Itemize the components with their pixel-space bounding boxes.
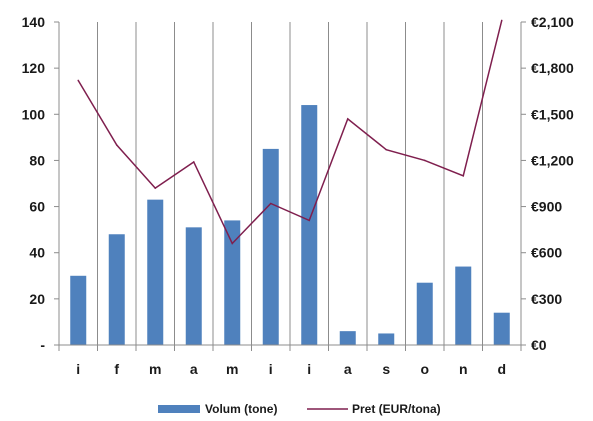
x-tick-label: i — [269, 361, 273, 377]
bar — [224, 220, 241, 345]
right-tick-label: €1,800 — [531, 60, 574, 76]
bar — [416, 282, 433, 345]
line-point — [192, 161, 195, 163]
left-axis-tick-labels: - 20 40 60 80 100 120 140 — [22, 14, 59, 353]
left-tick-label: 60 — [29, 199, 45, 215]
x-tick-label: o — [420, 361, 429, 377]
line-point — [308, 219, 311, 222]
left-tick-label: 120 — [22, 60, 46, 76]
right-axis-tick-labels: €0 €300 €600 €900 €1,200 €1,500 €1,800 €2,100 — [521, 14, 574, 353]
right-tick-label: €0 — [531, 337, 547, 353]
line-point — [115, 144, 118, 146]
bar — [262, 148, 279, 345]
line-point — [154, 187, 157, 189]
bar — [493, 312, 510, 345]
left-tick-label: 20 — [29, 291, 45, 307]
right-tick-label: €600 — [531, 245, 562, 261]
bar — [70, 275, 87, 345]
line-point — [500, 19, 503, 22]
bar — [339, 331, 356, 345]
line-point — [269, 202, 272, 205]
bar — [378, 333, 395, 345]
legend-label-price: Pret (EUR/tona) — [352, 402, 441, 416]
line-point — [346, 118, 349, 120]
line-point — [423, 159, 426, 162]
right-tick-label: €1,500 — [531, 106, 574, 122]
bar — [185, 227, 202, 345]
bar-series-volume — [70, 105, 510, 345]
price-line — [77, 20, 503, 245]
left-tick-label: - — [40, 337, 45, 353]
x-tick-label: d — [497, 361, 506, 377]
x-tick-label: s — [382, 361, 390, 377]
x-tick-label: f — [114, 361, 119, 377]
right-tick-label: €2,100 — [531, 14, 574, 30]
x-tick-label: i — [76, 361, 80, 377]
left-tick-label: 140 — [22, 14, 46, 30]
line-point — [77, 79, 80, 82]
line-point — [462, 175, 465, 177]
left-tick-label: 40 — [29, 245, 45, 261]
x-tick-label: m — [149, 361, 161, 377]
line-point — [385, 148, 388, 151]
bar — [455, 266, 472, 345]
left-tick-label: 100 — [22, 106, 46, 122]
right-tick-label: €300 — [531, 291, 562, 307]
legend-swatch-volume — [158, 405, 200, 413]
right-tick-label: €900 — [531, 199, 562, 215]
vertical-gridlines — [97, 22, 483, 345]
line-series-price — [77, 19, 503, 245]
x-tick-label: i — [307, 361, 311, 377]
line-point — [231, 242, 234, 245]
bar — [301, 105, 318, 345]
right-tick-label: €1,200 — [531, 152, 574, 168]
legend: Volum (tone) Pret (EUR/tona) — [158, 402, 441, 416]
x-tick-label: m — [226, 361, 238, 377]
x-tick-label: n — [459, 361, 468, 377]
x-tick-label: a — [190, 361, 198, 377]
x-tick-label: a — [344, 361, 352, 377]
legend-label-volume: Volum (tone) — [205, 402, 277, 416]
bar — [108, 234, 125, 345]
bar — [147, 199, 164, 345]
left-tick-label: 80 — [29, 152, 45, 168]
